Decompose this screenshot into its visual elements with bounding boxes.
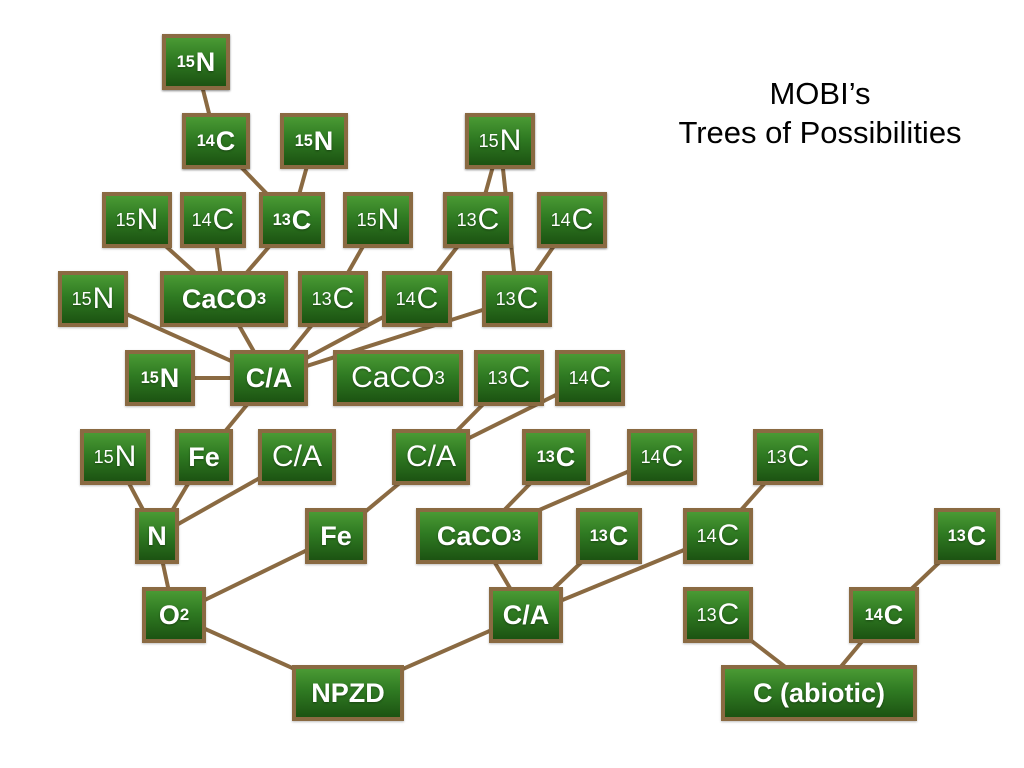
tree-node-c-a: C/A — [258, 429, 336, 485]
tree-node-fe: Fe — [305, 508, 367, 564]
title-line-2: Trees of Possibilities — [678, 115, 962, 150]
tree-node-caco3: CaCO 3 — [333, 350, 463, 406]
diagram-title: MOBI’s Trees of Possibilities — [600, 74, 1024, 152]
tree-node-c-a: C/A — [489, 587, 563, 643]
tree-node-caco3: CaCO 3 — [160, 271, 288, 327]
tree-node-c-a: C/A — [392, 429, 470, 485]
tree-node-c-abiotic: C (abiotic) — [721, 665, 917, 721]
tree-node-c-a: C/A — [230, 350, 308, 406]
tree-node-caco3: CaCO 3 — [416, 508, 542, 564]
tree-node-npzd: NPZD — [292, 665, 404, 721]
tree-node-fe: Fe — [175, 429, 233, 485]
tree-node-n: N — [135, 508, 179, 564]
title-line-1: MOBI’s — [769, 76, 871, 111]
tree-edge — [268, 297, 518, 380]
